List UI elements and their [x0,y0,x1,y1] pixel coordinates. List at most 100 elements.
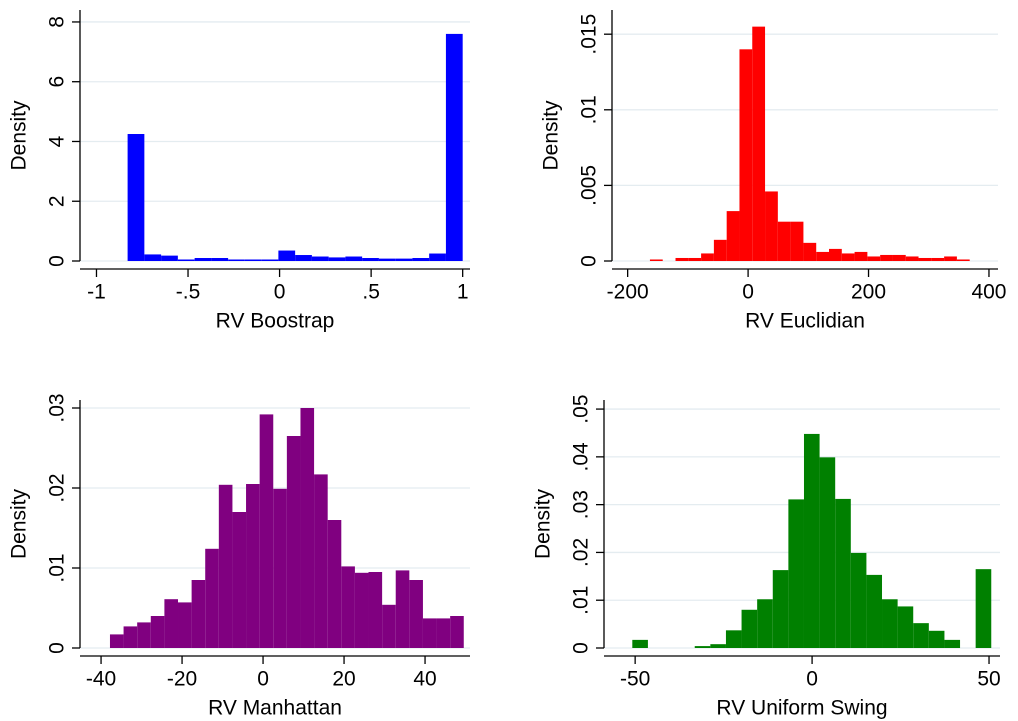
bar [829,248,842,261]
y-tick-label: .01 [578,95,601,124]
bar [688,257,702,261]
bar [841,253,855,261]
bar [178,602,192,648]
y-tick-label: .02 [570,538,593,567]
x-tick-label: -.5 [176,281,201,304]
bar [327,520,342,648]
bar [803,242,817,261]
bar [741,609,758,648]
bar [354,572,369,648]
y-tick-label: .05 [570,394,593,423]
bar [395,570,410,648]
bar [246,484,260,648]
x-tick-label: 0 [806,668,818,691]
bar [757,599,773,648]
bar [191,580,206,648]
x-tick-label: 200 [851,281,886,304]
bar [788,499,804,648]
bar [395,258,413,261]
bar [286,436,301,648]
bar [819,457,836,648]
bar [944,639,961,648]
bar [694,646,711,648]
bar [928,630,945,648]
y-tick-label: .04 [570,442,593,472]
bar [259,414,274,648]
y-axis-title: Density [8,100,31,171]
bar [218,484,233,648]
bar [675,257,689,261]
x-tick-label: -1 [87,281,106,304]
x-tick-label: -200 [607,281,649,304]
x-tick-label: 50 [977,668,1000,691]
bar [835,498,851,648]
bar [956,259,970,261]
x-tick-label: -20 [167,668,197,691]
bar [790,221,804,261]
bar [450,616,464,648]
bar [341,566,355,648]
bar [850,552,867,648]
y-tick-label: .01 [570,586,593,615]
bar [892,254,906,261]
x-axis-title: RV Boostrap [216,310,335,333]
bar [710,644,726,648]
y-tick-label: 0 [46,642,69,654]
y-tick-label: .02 [46,473,69,502]
bar [378,258,396,261]
x-axis-title: RV Euclidian [745,310,865,333]
bar [913,623,929,648]
bar [161,255,178,261]
y-tick-label: 0 [578,255,601,267]
bar [409,580,423,648]
y-tick-label: 0 [570,642,593,654]
bar [412,258,430,261]
y-tick-label: 6 [46,76,69,88]
bar [777,221,791,261]
x-tick-label: -40 [86,668,116,691]
bar [880,254,893,261]
bar [244,259,262,261]
x-axis-title: RV Uniform Swing [716,697,887,720]
bar [944,256,957,261]
bar [177,259,195,261]
bar [429,253,446,261]
bar [905,256,919,261]
bar [278,250,296,261]
y-tick-label: 4 [46,135,69,147]
y-tick-label: .03 [46,393,69,422]
x-tick-label: 0 [257,668,269,691]
bar [713,239,727,261]
bar [739,49,753,262]
x-tick-label: 20 [332,668,355,691]
bar [368,572,383,648]
x-tick-label: 0 [274,281,286,304]
bar [649,259,663,261]
bar [816,251,830,261]
bar [867,256,881,261]
bar [211,258,229,261]
bar [314,474,328,648]
bar [752,26,766,261]
bar [273,488,287,648]
bar [144,254,162,261]
bar [918,257,932,261]
bar [205,548,219,648]
y-axis-title: Density [540,100,563,171]
bar [866,574,883,648]
bar [127,134,145,261]
bar [261,259,279,261]
bar [422,618,437,648]
bar [150,616,165,648]
bar [803,433,820,648]
y-axis-title: Density [8,488,31,559]
bar [975,569,992,648]
bar [295,255,312,261]
y-tick-label: 0 [46,255,69,267]
bar [228,259,245,261]
bar [300,408,315,648]
x-axis-title: RV Manhattan [208,697,342,720]
bar [854,251,868,261]
bar [632,639,648,648]
